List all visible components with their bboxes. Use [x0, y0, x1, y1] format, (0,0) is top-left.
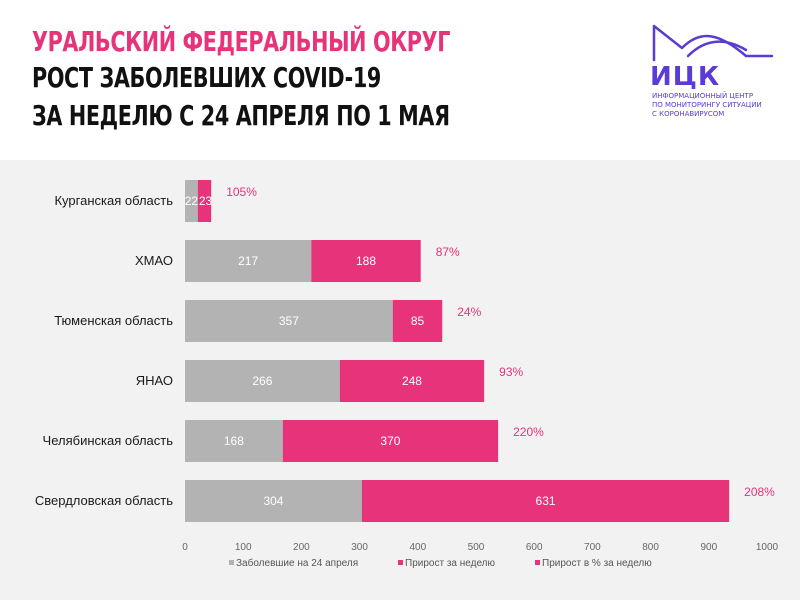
- growth-value-label: 248: [402, 374, 422, 388]
- category-label: Тюменская область: [54, 313, 173, 328]
- x-tick-label: 300: [351, 542, 368, 553]
- legend-swatch-base: [229, 560, 234, 565]
- category-label: ХМАО: [135, 253, 173, 268]
- category-label: Челябинская область: [43, 433, 174, 448]
- chart-panel: Курганская область 22 23 105% ХМАО 217 188 87% Т…: [0, 160, 800, 600]
- bar-growth: [311, 240, 421, 282]
- bar-chart: Курганская область 22 23 105% ХМАО 217 188 87% Т…: [35, 180, 779, 569]
- bar-growth: [197, 180, 212, 222]
- category-label: Свердловская область: [35, 493, 173, 508]
- percent-label: 24%: [457, 305, 481, 319]
- growth-value-label: 631: [536, 494, 556, 508]
- x-tick-label: 600: [526, 542, 543, 553]
- logo-mountain-icon: [652, 24, 774, 62]
- x-tick-label: 0: [182, 542, 188, 553]
- bar-growth: [392, 300, 443, 342]
- x-tick-label: 100: [235, 542, 252, 553]
- logo-desc-line1: ИНФОРМАЦИОННЫЙ ЦЕНТР: [652, 92, 754, 100]
- percent-label: 220%: [513, 425, 544, 439]
- base-value-label: 168: [224, 434, 244, 448]
- category-label: ЯНАО: [136, 373, 173, 388]
- base-value-label: 357: [279, 314, 299, 328]
- header: УРАЛЬСКИЙ ФЕДЕРАЛЬНЫЙ ОКРУГ РОСТ ЗАБОЛЕВ…: [0, 0, 800, 160]
- base-value-label: 266: [252, 374, 272, 388]
- title-topic: РОСТ ЗАБОЛЕВШИХ COVID-19: [32, 61, 381, 94]
- logo-desc-line2: ПО МОНИТОРИНГУ СИТУАЦИИ: [652, 101, 762, 109]
- logo-description: ИНФОРМАЦИОННЫЙ ЦЕНТР ПО МОНИТОРИНГУ СИТУ…: [652, 92, 782, 119]
- x-tick-label: 200: [293, 542, 310, 553]
- growth-value-label: 23: [199, 194, 213, 208]
- base-value-label: 217: [238, 254, 258, 268]
- title-period: ЗА НЕДЕЛЮ С 24 АПРЕЛЯ ПО 1 МАЯ: [32, 99, 450, 132]
- base-value-label: 22: [185, 194, 199, 208]
- logo-abbreviation: ИЦК: [650, 62, 721, 92]
- legend-base-label: Заболевшие на 24 апреля: [236, 557, 358, 569]
- legend-swatch-percent: [535, 560, 540, 565]
- bar-growth: [361, 480, 730, 522]
- logo-desc-line3: С КОРОНАВИРУСОМ: [652, 110, 725, 118]
- bar-base: [185, 420, 283, 462]
- growth-value-label: 85: [411, 314, 425, 328]
- x-tick-label: 500: [468, 542, 485, 553]
- percent-label: 105%: [226, 185, 257, 199]
- bar-base: [185, 180, 198, 222]
- legend-percent-label: Прирост в % за неделю: [542, 558, 652, 569]
- x-tick-label: 800: [642, 542, 659, 553]
- growth-value-label: 188: [356, 254, 376, 268]
- percent-label: 87%: [436, 245, 460, 259]
- x-tick-label: 1000: [756, 542, 779, 553]
- growth-value-label: 370: [380, 434, 400, 448]
- x-tick-label: 700: [584, 542, 601, 553]
- percent-label: 93%: [499, 365, 523, 379]
- bar-growth: [339, 360, 485, 402]
- title-region: УРАЛЬСКИЙ ФЕДЕРАЛЬНЫЙ ОКРУГ: [32, 25, 451, 58]
- legend-swatch-growth: [398, 560, 403, 565]
- percent-label: 208%: [744, 485, 775, 499]
- x-tick-label: 400: [409, 542, 426, 553]
- bar-growth: [282, 420, 499, 462]
- bar-base: [185, 480, 362, 522]
- base-value-label: 304: [263, 494, 283, 508]
- x-tick-label: 900: [700, 542, 717, 553]
- bar-base: [185, 360, 340, 402]
- bar-base: [185, 240, 312, 282]
- bar-base: [185, 300, 393, 342]
- category-label: Курганская область: [54, 193, 173, 208]
- legend-growth-label: Прирост за неделю: [405, 558, 496, 569]
- logo: ИЦК ИНФОРМАЦИОННЫЙ ЦЕНТР ПО МОНИТОРИНГУ …: [648, 20, 778, 130]
